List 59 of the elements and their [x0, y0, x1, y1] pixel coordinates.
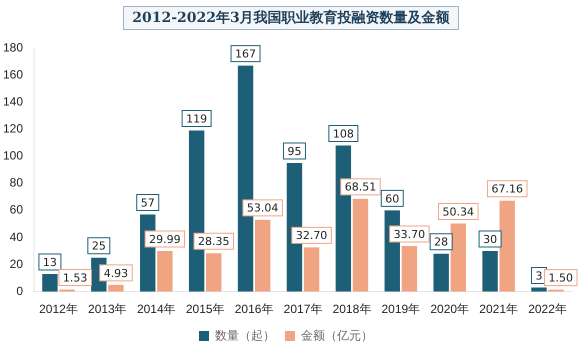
data-label: 53.04	[246, 202, 278, 215]
y-tick-label: 80	[10, 176, 24, 190]
data-label: 4.93	[104, 266, 128, 280]
data-label: 25	[92, 240, 106, 253]
y-tick-label: 180	[2, 40, 24, 54]
data-label: 60	[385, 192, 400, 206]
bar	[531, 288, 547, 292]
x-tick-label: 2018年	[332, 302, 372, 316]
data-label: 57	[140, 196, 155, 210]
x-tick-label: 2021年	[479, 302, 518, 316]
data-label: 95	[287, 144, 302, 158]
bar	[402, 246, 418, 292]
x-tick-label: 2015年	[186, 302, 225, 316]
bar	[206, 253, 222, 292]
x-tick-label: 2020年	[430, 302, 470, 316]
x-tick-label: 2016年	[234, 302, 274, 316]
data-label: 30	[483, 232, 498, 246]
y-tick-label: 0	[16, 284, 24, 298]
data-label: 33.70	[394, 228, 426, 241]
data-label: 28.35	[198, 235, 230, 248]
data-label: 28	[434, 236, 448, 249]
data-label: 1.50	[548, 271, 573, 284]
data-label: 3	[535, 269, 542, 282]
x-tick-label: 2012年	[39, 302, 78, 316]
y-tick-label: 60	[10, 202, 24, 217]
bar	[352, 198, 368, 292]
data-label: 13	[42, 256, 57, 269]
y-tick-label: 20	[10, 256, 24, 271]
data-label: 119	[186, 112, 208, 126]
x-tick-label: 2017年	[284, 302, 322, 316]
bar	[450, 223, 466, 292]
data-label: 67.16	[491, 182, 523, 196]
y-tick-label: 160	[2, 67, 24, 82]
y-tick-label: 120	[2, 122, 24, 136]
legend-label: 金额（亿元）	[301, 328, 373, 342]
bar	[42, 274, 58, 292]
data-label: 50.34	[442, 205, 474, 218]
data-label: 167	[235, 47, 256, 60]
data-label: 68.51	[344, 180, 376, 194]
data-label: 32.70	[296, 229, 328, 242]
data-label: 108	[332, 127, 354, 140]
legend-label: 数量（起）	[215, 328, 275, 342]
chart-title: 2012-2022年3月我国职业教育投融资数量及金额	[123, 6, 459, 30]
x-tick-label: 2022年	[528, 302, 567, 316]
x-tick-label: 2019年	[381, 302, 420, 316]
bar	[304, 247, 320, 292]
data-label: 29.99	[149, 232, 181, 246]
bar	[254, 220, 270, 292]
x-tick-label: 2013年	[88, 302, 127, 316]
y-tick-label: 40	[10, 230, 24, 244]
x-tick-label: 2014年	[136, 302, 176, 316]
bar	[433, 254, 449, 292]
y-tick-label: 140	[2, 94, 24, 108]
bar	[499, 200, 515, 292]
bar	[108, 284, 124, 292]
bar	[482, 251, 498, 292]
y-tick-label: 100	[2, 148, 24, 163]
bar	[157, 251, 173, 292]
data-label: 1.53	[62, 271, 88, 284]
